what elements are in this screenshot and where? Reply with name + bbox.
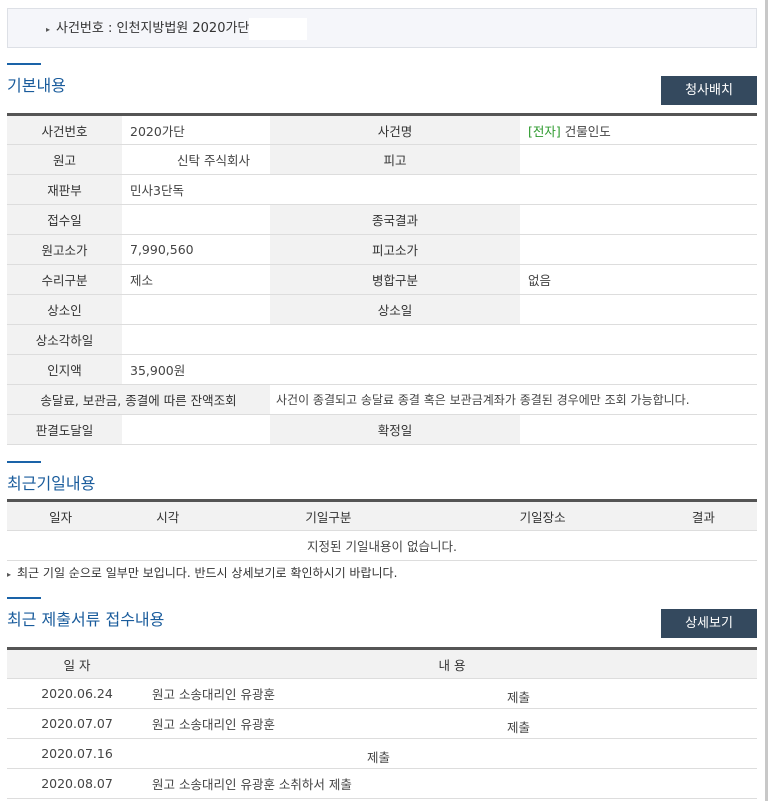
field-value: 2020가단 [122,114,270,145]
basic-info-title: 기본내용 [7,76,66,95]
field-label: 원고 [7,144,122,175]
table-row: 사건번호 2020가단 사건명 [전자] 건물인도 [7,114,757,145]
section-accent-line [7,461,41,463]
filing-content: 원고 소송대리인 유광훈 소취하서 제출 [147,768,757,799]
field-label: 피고소가 [270,234,520,265]
table-row: 판결도달일 확정일 [7,414,757,445]
field-label: 상소각하일 [7,324,122,355]
filing-status: 제출 [367,750,391,765]
filing-date: 2020.06.24 [7,678,147,709]
field-label: 종국결과 [270,204,520,235]
field-value-text: 없음 [528,273,552,288]
table-row: 재판부 민사3단독 [7,174,757,205]
basic-info-table: 사건번호 2020가단 사건명 [전자] 건물인도 원고 신탁 주식회사 피고 재판부 민사3단… [7,113,757,445]
filing-content: 원고 소송대리인 유광훈 제출 [147,678,757,709]
field-label: 원고소가 [7,234,122,265]
field-label: 인지액 [7,354,122,385]
field-label: 피고 [270,144,520,175]
table-row: 2020.07.16 제출 [7,738,757,769]
table-row: 접수일 종국결과 [7,204,757,235]
table-row: 2020.06.24 원고 소송대리인 유광훈 제출 [7,678,757,709]
hearings-note: ▸ 최근 기일 순으로 일부만 보입니다. 반드시 상세보기로 확인하시기 바랍니… [7,564,397,581]
field-value [122,324,757,355]
field-label: 사건번호 [7,114,122,145]
table-row: 원고소가 7,990,560 피고소가 [7,234,757,265]
filing-content: 원고 소송대리인 유광훈 제출 [147,708,757,739]
field-value [520,144,757,175]
field-label: 재판부 [7,174,122,205]
filing-text: 원고 소송대리인 유광훈 [152,687,275,702]
col-date: 일자 [7,500,115,531]
field-label: 판결도달일 [7,414,122,445]
col-content: 내 용 [147,648,757,679]
field-value [520,294,757,325]
field-value [122,204,270,235]
field-value [122,414,270,445]
scrollbar[interactable] [765,0,768,801]
table-row: 송달료, 보관금, 종결에 따른 잔액조회 사건이 종결되고 송달료 종결 혹은 … [7,384,757,415]
hearings-table: 일자 시각 기일구분 기일장소 결과 지정된 기일내용이 없습니다. [7,499,757,561]
redacted-mask [249,17,308,40]
filing-text: 원고 소송대리인 유광훈 소취하서 제출 [152,777,352,792]
table-row: 수리구분 제소 병합구분 없음 [7,264,757,295]
section-accent-line [7,63,41,65]
filings-table: 일 자 내 용 2020.06.24 원고 소송대리인 유광훈 제출 2020.07.… [7,647,757,799]
filings-title: 최근 제출서류 접수내용 [7,610,165,629]
bullet-icon: ▸ [7,570,12,579]
field-label: 송달료, 보관금, 종결에 따른 잔액조회 [7,384,270,415]
empty-message: 지정된 기일내용이 없습니다. [7,530,757,561]
field-value [520,234,757,265]
field-value: 35,900원 [122,354,757,385]
view-details-button[interactable]: 상세보기 [661,609,757,638]
field-value [520,204,757,235]
table-row: 인지액 35,900원 [7,354,757,385]
field-label: 수리구분 [7,264,122,295]
field-value [122,294,270,325]
court-layout-button[interactable]: 청사배치 [661,76,757,105]
col-place: 기일장소 [435,500,650,531]
field-label: 사건명 [270,114,520,145]
bullet-icon: ▸ [46,25,51,34]
table-row: 원고 신탁 주식회사 피고 [7,144,757,175]
section-accent-line [7,597,41,599]
field-label: 접수일 [7,204,122,235]
table-row: 2020.07.07 원고 소송대리인 유광훈 제출 [7,708,757,739]
col-type: 기일구분 [221,500,436,531]
filing-status: 제출 [507,720,531,735]
filing-date: 2020.08.07 [7,768,147,799]
field-value [520,414,757,445]
field-value: 제소 [122,264,270,295]
table-row: 2020.08.07 원고 소송대리인 유광훈 소취하서 제출 [7,768,757,799]
field-value: 사건이 종결되고 송달료 종결 혹은 보관금계좌가 종결된 경우에만 조회 가능… [270,384,757,415]
table-row: 상소각하일 [7,324,757,355]
case-number-text: 사건번호 : 인천지방법원 2020가단 [56,21,250,36]
field-value: 신탁 주식회사 [122,144,270,175]
field-label: 병합구분 [270,264,520,295]
filing-date: 2020.07.16 [7,738,147,769]
field-label: 상소인 [7,294,122,325]
filing-date: 2020.07.07 [7,708,147,739]
field-value: [전자] 건물인도 [520,114,757,145]
field-value-text: 건물인도 [564,123,611,139]
case-number-box: ▸ 사건번호 : 인천지방법원 2020가단 [7,8,757,48]
e-case-tag: [전자] [528,123,561,139]
field-label: 확정일 [270,414,520,445]
col-date: 일 자 [7,648,147,679]
field-label: 상소일 [270,294,520,325]
filing-status: 제출 [507,690,531,705]
field-value: 없음 [520,264,757,295]
filing-content: 제출 [147,738,757,769]
note-text: 최근 기일 순으로 일부만 보입니다. 반드시 상세보기로 확인하시기 바랍니다… [17,566,398,580]
filing-text: 원고 소송대리인 유광훈 [152,717,275,732]
field-value: 7,990,560 [122,234,270,265]
field-value: 민사3단독 [122,174,757,205]
col-time: 시각 [114,500,222,531]
col-result: 결과 [649,500,757,531]
table-row: 상소인 상소일 [7,294,757,325]
hearings-title: 최근기일내용 [7,474,96,493]
